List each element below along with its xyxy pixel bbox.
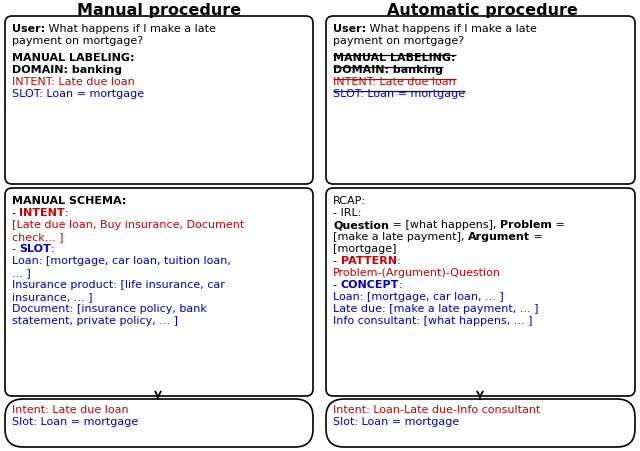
Text: Late due: [make a late payment, ... ]: Late due: [make a late payment, ... ] [333,304,538,314]
Text: ... ]: ... ] [12,268,31,278]
Text: INTENT: INTENT [19,208,65,218]
Text: MANUAL LABELING:: MANUAL LABELING: [333,53,456,63]
Text: payment on mortgage?: payment on mortgage? [333,36,464,46]
Text: Manual procedure: Manual procedure [77,3,241,18]
Text: Insurance product: [life insurance, car: Insurance product: [life insurance, car [12,280,225,290]
Text: Document: [insurance policy, bank: Document: [insurance policy, bank [12,304,207,314]
FancyBboxPatch shape [5,399,313,447]
Text: What happens if I make a late: What happens if I make a late [366,24,537,34]
Text: User:: User: [12,24,45,34]
Text: INTENT: Late due loan: INTENT: Late due loan [333,77,456,87]
Text: - IRL:: - IRL: [333,208,362,218]
Text: statement, private policy, ... ]: statement, private policy, ... ] [12,316,178,326]
Text: DOMAIN: banking: DOMAIN: banking [12,65,122,75]
Text: Loan: [mortgage, car loan, tuition loan,: Loan: [mortgage, car loan, tuition loan, [12,256,231,266]
Text: CONCEPT: CONCEPT [340,280,399,290]
Text: :: : [397,256,400,266]
Text: Problem-(Argument)-Question: Problem-(Argument)-Question [333,268,501,278]
Text: -: - [12,208,19,218]
Text: MANUAL SCHEMA:: MANUAL SCHEMA: [12,196,126,206]
Text: [make a late payment],: [make a late payment], [333,232,468,242]
FancyBboxPatch shape [326,399,635,447]
Text: [Late due loan, Buy insurance, Document: [Late due loan, Buy insurance, Document [12,220,244,230]
Text: =: = [530,232,543,242]
FancyBboxPatch shape [326,188,635,396]
Text: What happens if I make a late: What happens if I make a late [45,24,216,34]
FancyBboxPatch shape [5,188,313,396]
Text: Info consultant: [what happens, ... ]: Info consultant: [what happens, ... ] [333,316,532,326]
Text: SLOT: SLOT [19,244,51,254]
Text: Argument: Argument [468,232,530,242]
Text: :: : [51,244,55,254]
Text: check... ]: check... ] [12,232,63,242]
Text: User:: User: [333,24,366,34]
Text: SLOT: Loan = mortgage: SLOT: Loan = mortgage [12,89,144,99]
FancyBboxPatch shape [326,16,635,184]
Text: Problem: Problem [500,220,552,230]
Text: RCAP:: RCAP: [333,196,366,206]
Text: insurance, ... ]: insurance, ... ] [12,292,93,302]
Text: :: : [65,208,68,218]
Text: Automatic procedure: Automatic procedure [387,3,577,18]
Text: -: - [12,244,19,254]
Text: -: - [333,256,340,266]
Text: INTENT: Late due loan: INTENT: Late due loan [12,77,135,87]
Text: PATTERN: PATTERN [340,256,397,266]
Text: DOMAIN: banking: DOMAIN: banking [333,65,443,75]
Text: :: : [399,280,403,290]
Text: [mortgage]: [mortgage] [333,244,397,254]
Text: Slot: Loan = mortgage: Slot: Loan = mortgage [12,417,138,427]
Text: Intent: Loan-Late due-Info consultant: Intent: Loan-Late due-Info consultant [333,405,540,415]
Text: MANUAL LABELING:: MANUAL LABELING: [12,53,134,63]
Text: Question: Question [333,220,389,230]
Text: = [what happens],: = [what happens], [389,220,500,230]
FancyBboxPatch shape [5,16,313,184]
Text: Loan: [mortgage, car loan, ... ]: Loan: [mortgage, car loan, ... ] [333,292,504,302]
Text: payment on mortgage?: payment on mortgage? [12,36,143,46]
Text: Slot: Loan = mortgage: Slot: Loan = mortgage [333,417,460,427]
Text: Intent: Late due loan: Intent: Late due loan [12,405,129,415]
Text: -: - [333,280,340,290]
Text: SLOT: Loan = mortgage: SLOT: Loan = mortgage [333,89,465,99]
Text: =: = [552,220,564,230]
